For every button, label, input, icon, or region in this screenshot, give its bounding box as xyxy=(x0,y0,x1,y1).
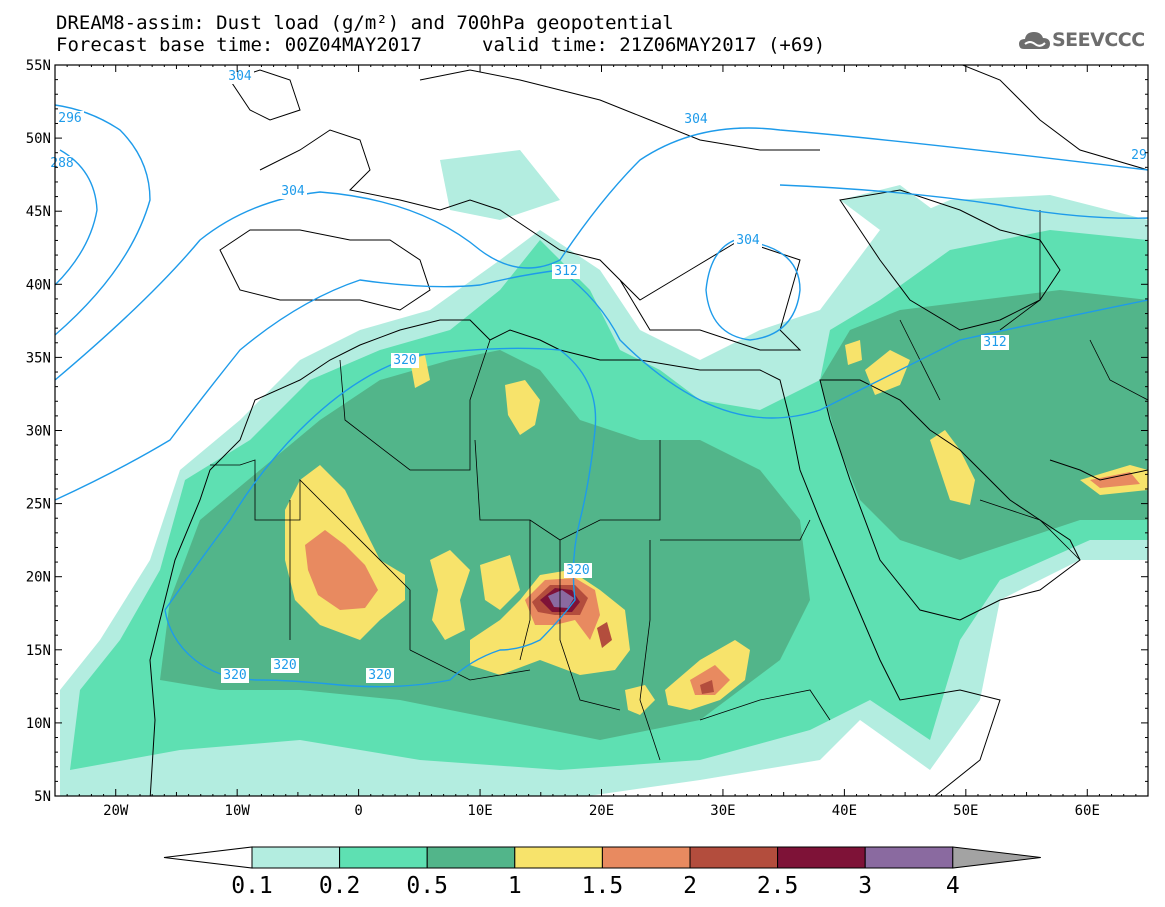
colorbar-label: 2.5 xyxy=(757,873,799,899)
colorbar-segment xyxy=(251,846,341,869)
contour-label: 320 xyxy=(273,658,296,673)
contour-label: 312 xyxy=(983,335,1006,350)
map-title: DREAM8-assim: Dust load (g/m²) and 700hP… xyxy=(56,12,674,34)
lon-label: 30E xyxy=(710,803,735,819)
contour-label: 304 xyxy=(736,233,760,248)
colorbar-label: 3 xyxy=(858,873,872,899)
contour-label: 304 xyxy=(684,112,708,127)
country-borders xyxy=(210,210,1148,761)
logo-text: SEEVCCC xyxy=(1052,29,1145,51)
lon-label: 10W xyxy=(225,803,251,819)
lat-label: 30N xyxy=(26,424,51,440)
lat-label: 5N xyxy=(34,789,51,805)
lat-label: 20N xyxy=(26,570,51,586)
lon-label: 40E xyxy=(832,803,857,819)
contour-label: 288 xyxy=(50,156,73,171)
contour-label: 312 xyxy=(554,264,577,279)
colorbar-label: 0.2 xyxy=(319,873,361,899)
colorbar-label: 0.5 xyxy=(406,873,448,899)
longitude-labels: 20W 10W 0 10E 20E 30E 40E 50E 60E xyxy=(103,803,1100,819)
colorbar-label: 1 xyxy=(508,873,522,899)
colorbar-label: 0.1 xyxy=(231,873,273,899)
contour-320 xyxy=(164,347,597,688)
colorbar-segment xyxy=(339,846,428,869)
colorbar-segment xyxy=(514,846,603,869)
latitude-labels: 55N 50N 45N 40N 35N 30N 25N 20N 15N 10N 5N xyxy=(26,58,51,805)
lat-label: 25N xyxy=(26,497,51,513)
base-time: Forecast base time: 00Z04MAY2017 xyxy=(56,34,423,56)
lon-label: 60E xyxy=(1075,803,1100,819)
colorbar-segment xyxy=(426,846,516,869)
contour-label: 296 xyxy=(58,111,81,126)
lon-label: 50E xyxy=(953,803,978,819)
coastlines xyxy=(149,65,1148,796)
contour-label: 29 xyxy=(1131,148,1147,163)
contour-label: 304 xyxy=(228,69,252,84)
colorbar-label: 1.5 xyxy=(582,873,624,899)
contour-label: 304 xyxy=(281,184,305,199)
lat-label: 50N xyxy=(26,131,51,147)
contour-label: 320 xyxy=(223,668,246,683)
lat-label: 15N xyxy=(26,643,51,659)
lon-label: 0 xyxy=(354,803,362,819)
contour-label: 320 xyxy=(393,353,416,368)
cloud-icon xyxy=(1019,32,1050,49)
lat-label: 45N xyxy=(26,204,51,220)
dust-level-3 xyxy=(548,590,574,608)
contour-label: 320 xyxy=(368,668,391,683)
lon-label: 20E xyxy=(589,803,614,819)
seevccc-logo: SEEVCCC xyxy=(1018,27,1158,55)
lon-label: 10E xyxy=(467,803,492,819)
colorbar-segment xyxy=(689,846,779,869)
contour-304-ne xyxy=(779,184,1148,219)
lat-label: 10N xyxy=(26,716,51,732)
colorbar-segment xyxy=(864,846,954,869)
lat-label: 55N xyxy=(26,58,51,74)
axis-ticks xyxy=(54,64,1149,797)
forecast-times: Forecast base time: 00Z04MAY2017 valid ti… xyxy=(56,34,825,56)
lat-label: 40N xyxy=(26,277,51,293)
dust-shading xyxy=(60,150,1148,796)
colorbar-label: 4 xyxy=(946,873,960,899)
colorbar-over xyxy=(952,846,1041,869)
contour-296 xyxy=(55,104,151,336)
colorbar-label: 2 xyxy=(683,873,697,899)
contour-304-east xyxy=(705,239,801,341)
lon-label: 20W xyxy=(103,803,129,819)
colorbar-under xyxy=(163,846,253,869)
lat-label: 35N xyxy=(26,350,51,366)
valid-time: valid time: 21Z06MAY2017 (+69) xyxy=(482,34,826,56)
colorbar-segment xyxy=(777,846,866,869)
contour-304-north xyxy=(55,127,1148,381)
colorbar-segment xyxy=(601,846,691,869)
colorbar: 0.1 0.2 0.5 1 1.5 2 2.5 3 4 xyxy=(163,846,1041,899)
contour-labels: 304 296 288 304 304 304 312 312 320 320 … xyxy=(50,69,1148,683)
contour-label: 320 xyxy=(566,563,589,578)
contour-288 xyxy=(55,149,98,286)
